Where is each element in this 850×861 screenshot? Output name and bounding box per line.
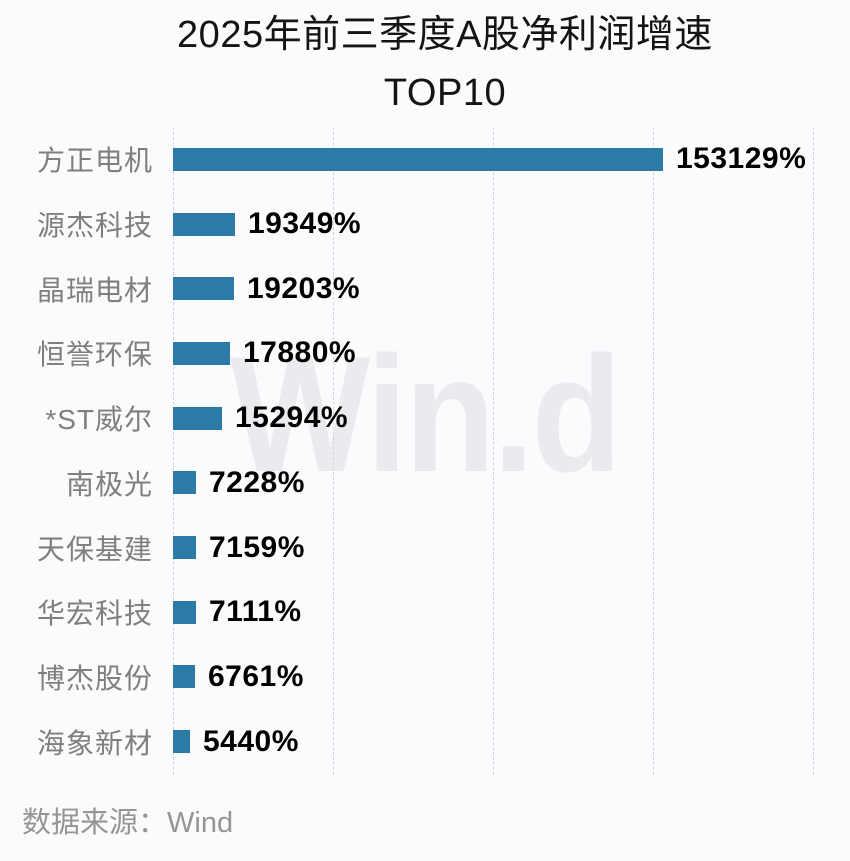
value-label: 7159%	[209, 530, 305, 564]
gridline	[333, 127, 334, 775]
category-label: 海象新材	[36, 727, 153, 759]
category-label: *ST威尔	[45, 404, 153, 436]
gridline	[653, 127, 654, 775]
value-label: 7111%	[209, 595, 302, 629]
value-label: 7228%	[209, 465, 305, 499]
bar	[173, 536, 196, 560]
bar-row: 方正电机 153129%	[0, 127, 850, 192]
value-label: 15294%	[235, 401, 349, 435]
bar	[173, 212, 235, 236]
bar-row: 博杰股份 6761%	[0, 645, 850, 710]
gridline	[813, 127, 814, 775]
value-label: 19203%	[247, 271, 361, 305]
value-label: 6761%	[208, 659, 304, 693]
bar-row: 恒誉环保 17880%	[0, 321, 850, 386]
bar-row: 华宏科技 7111%	[0, 580, 850, 645]
bar-row: *ST威尔 15294%	[0, 386, 850, 451]
bar	[173, 406, 222, 430]
category-label: 博杰股份	[36, 662, 153, 694]
bar	[173, 341, 230, 365]
bar	[173, 665, 195, 689]
bar	[173, 471, 196, 495]
wind-watermark: Win.d	[230, 322, 622, 506]
bar	[173, 600, 196, 624]
value-label: 17880%	[243, 336, 357, 370]
bar	[173, 147, 663, 171]
bar-row: 南极光 7228%	[0, 451, 850, 516]
value-label: 19349%	[248, 207, 362, 241]
category-label: 晶瑞电材	[36, 274, 153, 306]
bar-row: 天保基建 7159%	[0, 515, 850, 580]
category-label: 华宏科技	[36, 598, 153, 630]
gridline	[493, 127, 494, 775]
bar-row: 海象新材 5440%	[0, 709, 850, 774]
category-label: 恒誉环保	[36, 339, 153, 371]
category-label: 南极光	[65, 468, 153, 500]
bar-row: 源杰科技 19349%	[0, 192, 850, 257]
bar-row: 晶瑞电材 19203%	[0, 256, 850, 321]
data-source-label: 数据来源：Wind	[22, 807, 234, 839]
gridline	[173, 127, 174, 775]
bar	[173, 277, 234, 301]
value-label: 153129%	[676, 142, 807, 176]
chart-title-line2: TOP10	[383, 72, 507, 114]
bar	[173, 730, 190, 754]
chart-title-line1: 2025年前三季度A股净利润增速	[177, 14, 713, 56]
plot-area: Win.d 方正电机 153129% 源杰科技 19349% 晶瑞电材 19203% 恒誉环…	[0, 127, 850, 775]
category-label: 方正电机	[36, 145, 153, 177]
value-label: 5440%	[203, 724, 299, 758]
category-label: 源杰科技	[36, 210, 153, 242]
chart-title: 2025年前三季度A股净利润增速 TOP10	[0, 6, 850, 122]
category-label: 天保基建	[36, 533, 153, 565]
